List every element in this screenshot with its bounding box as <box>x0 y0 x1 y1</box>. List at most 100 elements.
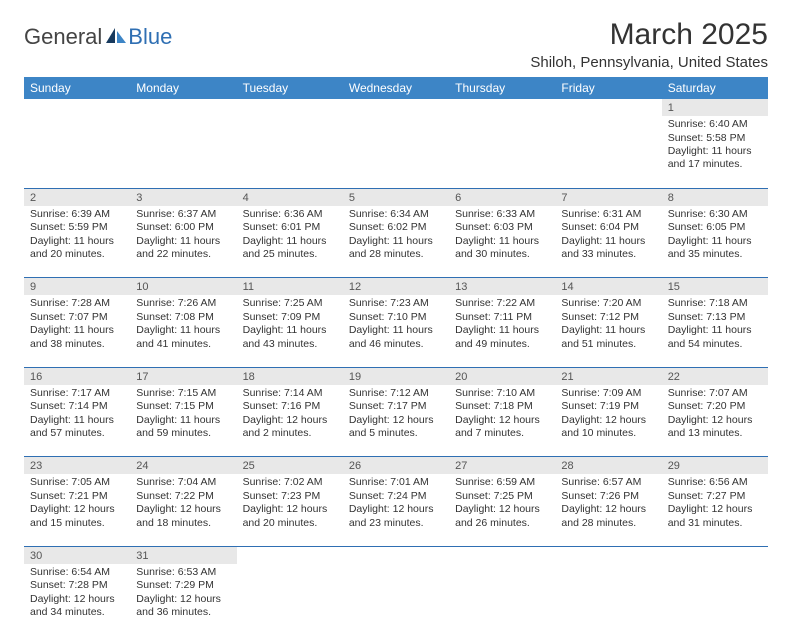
day-number: 17 <box>130 367 236 385</box>
day-number <box>343 546 449 564</box>
day-cell: Sunrise: 6:31 AMSunset: 6:04 PMDaylight:… <box>555 206 661 278</box>
daylight-text: Daylight: 11 hours and 49 minutes. <box>455 324 549 351</box>
day-number <box>130 99 236 116</box>
day-cell <box>237 116 343 188</box>
daylight-text: Daylight: 12 hours and 5 minutes. <box>349 414 443 441</box>
day-cell <box>449 564 555 636</box>
daylight-text: Daylight: 11 hours and 30 minutes. <box>455 235 549 262</box>
day-content-row: Sunrise: 6:39 AMSunset: 5:59 PMDaylight:… <box>24 206 768 278</box>
daylight-text: Daylight: 12 hours and 23 minutes. <box>349 503 443 530</box>
sunset-text: Sunset: 7:23 PM <box>243 490 337 503</box>
sunrise-text: Sunrise: 7:20 AM <box>561 297 655 310</box>
sunset-text: Sunset: 7:26 PM <box>561 490 655 503</box>
sunrise-text: Sunrise: 6:30 AM <box>668 208 762 221</box>
sunrise-text: Sunrise: 7:22 AM <box>455 297 549 310</box>
day-number: 5 <box>343 188 449 206</box>
daylight-text: Daylight: 12 hours and 34 minutes. <box>30 593 124 620</box>
weekday-header-row: Sunday Monday Tuesday Wednesday Thursday… <box>24 77 768 99</box>
sunrise-text: Sunrise: 7:17 AM <box>30 387 124 400</box>
sunrise-text: Sunrise: 6:39 AM <box>30 208 124 221</box>
daylight-text: Daylight: 12 hours and 28 minutes. <box>561 503 655 530</box>
daylight-text: Daylight: 11 hours and 28 minutes. <box>349 235 443 262</box>
sunrise-text: Sunrise: 6:53 AM <box>136 566 230 579</box>
sunset-text: Sunset: 6:03 PM <box>455 221 549 234</box>
sail-icon <box>106 24 126 50</box>
day-number <box>237 99 343 116</box>
sunset-text: Sunset: 7:27 PM <box>668 490 762 503</box>
sunset-text: Sunset: 7:07 PM <box>30 311 124 324</box>
day-number: 22 <box>662 367 768 385</box>
day-cell: Sunrise: 6:54 AMSunset: 7:28 PMDaylight:… <box>24 564 130 636</box>
sunset-text: Sunset: 5:59 PM <box>30 221 124 234</box>
day-number <box>662 546 768 564</box>
daylight-text: Daylight: 11 hours and 57 minutes. <box>30 414 124 441</box>
weekday-header: Thursday <box>449 77 555 99</box>
sunset-text: Sunset: 7:10 PM <box>349 311 443 324</box>
daylight-text: Daylight: 12 hours and 36 minutes. <box>136 593 230 620</box>
day-number: 23 <box>24 457 130 475</box>
logo-text-general: General <box>24 24 102 50</box>
day-cell: Sunrise: 7:09 AMSunset: 7:19 PMDaylight:… <box>555 385 661 457</box>
sunrise-text: Sunrise: 7:15 AM <box>136 387 230 400</box>
day-cell: Sunrise: 6:39 AMSunset: 5:59 PMDaylight:… <box>24 206 130 278</box>
day-cell: Sunrise: 7:10 AMSunset: 7:18 PMDaylight:… <box>449 385 555 457</box>
sunset-text: Sunset: 7:28 PM <box>30 579 124 592</box>
location: Shiloh, Pennsylvania, United States <box>530 54 768 71</box>
day-number <box>24 99 130 116</box>
sunrise-text: Sunrise: 7:07 AM <box>668 387 762 400</box>
daylight-text: Daylight: 11 hours and 35 minutes. <box>668 235 762 262</box>
day-number <box>237 546 343 564</box>
sunset-text: Sunset: 7:16 PM <box>243 400 337 413</box>
sunset-text: Sunset: 6:02 PM <box>349 221 443 234</box>
daylight-text: Daylight: 12 hours and 13 minutes. <box>668 414 762 441</box>
day-cell: Sunrise: 6:53 AMSunset: 7:29 PMDaylight:… <box>130 564 236 636</box>
day-cell: Sunrise: 7:05 AMSunset: 7:21 PMDaylight:… <box>24 474 130 546</box>
day-number: 2 <box>24 188 130 206</box>
sunrise-text: Sunrise: 7:04 AM <box>136 476 230 489</box>
day-number: 16 <box>24 367 130 385</box>
calendar-table: Sunday Monday Tuesday Wednesday Thursday… <box>24 77 768 636</box>
daylight-text: Daylight: 11 hours and 38 minutes. <box>30 324 124 351</box>
day-number-row: 9101112131415 <box>24 278 768 296</box>
day-number: 19 <box>343 367 449 385</box>
day-number: 25 <box>237 457 343 475</box>
sunrise-text: Sunrise: 6:54 AM <box>30 566 124 579</box>
day-number: 9 <box>24 278 130 296</box>
day-number: 7 <box>555 188 661 206</box>
header: General Blue March 2025 Shiloh, Pennsylv… <box>24 18 768 71</box>
title-block: March 2025 Shiloh, Pennsylvania, United … <box>530 18 768 71</box>
sunset-text: Sunset: 5:58 PM <box>668 132 762 145</box>
day-content-row: Sunrise: 7:05 AMSunset: 7:21 PMDaylight:… <box>24 474 768 546</box>
day-cell: Sunrise: 6:34 AMSunset: 6:02 PMDaylight:… <box>343 206 449 278</box>
daylight-text: Daylight: 11 hours and 43 minutes. <box>243 324 337 351</box>
sunset-text: Sunset: 6:01 PM <box>243 221 337 234</box>
day-cell: Sunrise: 6:40 AMSunset: 5:58 PMDaylight:… <box>662 116 768 188</box>
day-number: 28 <box>555 457 661 475</box>
daylight-text: Daylight: 11 hours and 54 minutes. <box>668 324 762 351</box>
sunset-text: Sunset: 6:05 PM <box>668 221 762 234</box>
sunset-text: Sunset: 7:12 PM <box>561 311 655 324</box>
sunset-text: Sunset: 7:15 PM <box>136 400 230 413</box>
day-content-row: Sunrise: 7:17 AMSunset: 7:14 PMDaylight:… <box>24 385 768 457</box>
day-number: 21 <box>555 367 661 385</box>
day-number: 14 <box>555 278 661 296</box>
daylight-text: Daylight: 12 hours and 31 minutes. <box>668 503 762 530</box>
day-cell: Sunrise: 6:57 AMSunset: 7:26 PMDaylight:… <box>555 474 661 546</box>
day-number: 31 <box>130 546 236 564</box>
sunrise-text: Sunrise: 7:14 AM <box>243 387 337 400</box>
daylight-text: Daylight: 12 hours and 7 minutes. <box>455 414 549 441</box>
daylight-text: Daylight: 11 hours and 17 minutes. <box>668 145 762 172</box>
sunrise-text: Sunrise: 7:18 AM <box>668 297 762 310</box>
sunrise-text: Sunrise: 6:33 AM <box>455 208 549 221</box>
daylight-text: Daylight: 11 hours and 20 minutes. <box>30 235 124 262</box>
day-number-row: 23242526272829 <box>24 457 768 475</box>
day-number: 12 <box>343 278 449 296</box>
sunrise-text: Sunrise: 6:34 AM <box>349 208 443 221</box>
day-number: 24 <box>130 457 236 475</box>
sunset-text: Sunset: 7:21 PM <box>30 490 124 503</box>
day-cell: Sunrise: 7:26 AMSunset: 7:08 PMDaylight:… <box>130 295 236 367</box>
sunset-text: Sunset: 6:04 PM <box>561 221 655 234</box>
day-cell: Sunrise: 6:36 AMSunset: 6:01 PMDaylight:… <box>237 206 343 278</box>
sunrise-text: Sunrise: 6:59 AM <box>455 476 549 489</box>
sunrise-text: Sunrise: 7:25 AM <box>243 297 337 310</box>
